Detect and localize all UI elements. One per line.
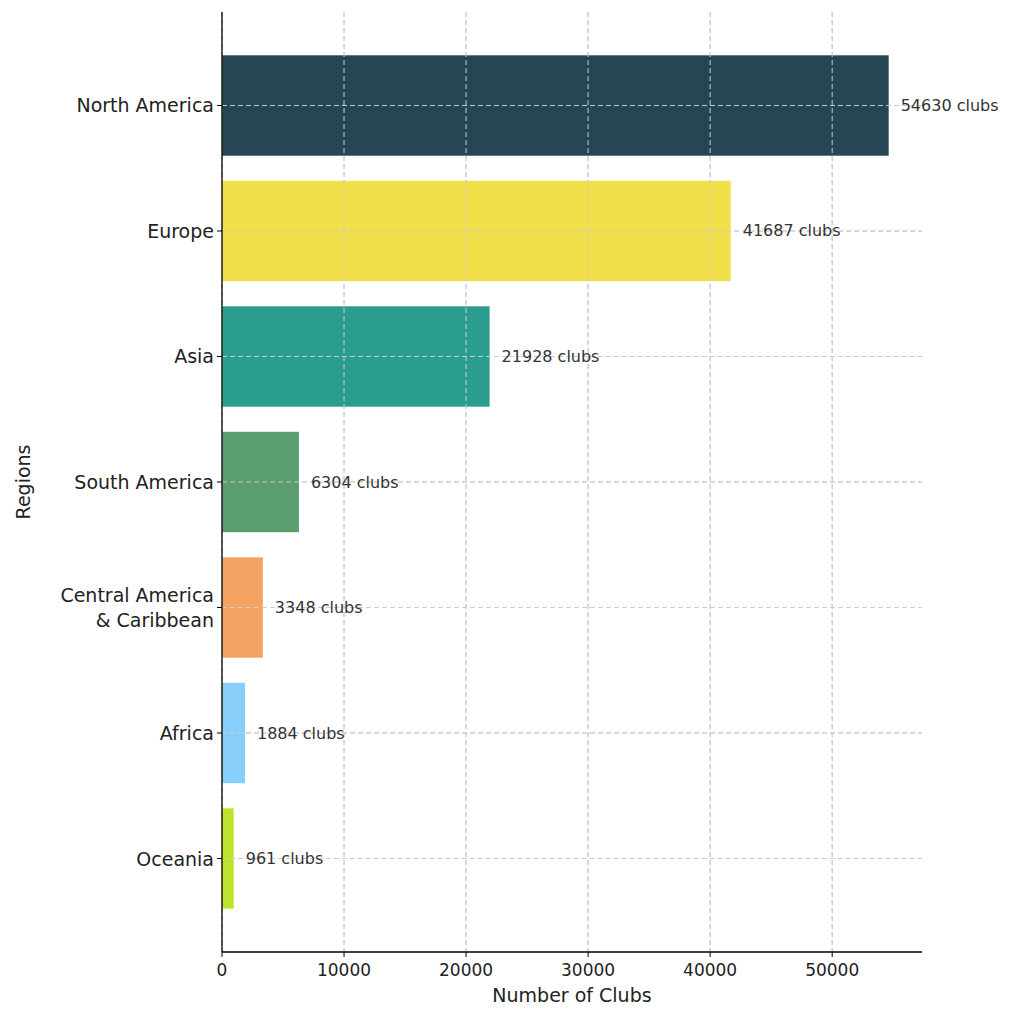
- x-tick-label: 10000: [317, 960, 371, 980]
- y-tick: [217, 607, 222, 608]
- y-tick: [217, 858, 222, 859]
- y-tick-label: Asia: [174, 345, 214, 367]
- category-grid-line: [222, 858, 922, 859]
- x-tick: [222, 952, 223, 957]
- data-label: 3348 clubs: [275, 598, 363, 617]
- x-tick-label: 20000: [439, 960, 493, 980]
- x-axis-line: [222, 951, 922, 952]
- y-tick: [217, 105, 222, 106]
- grid-overlay-line: [222, 105, 922, 106]
- data-labels: 54630 clubs 41687 clubs 21928 clubs 6304 cl…: [246, 96, 999, 868]
- x-axis-title: Number of Clubs: [492, 984, 651, 1006]
- y-tick: [217, 482, 222, 483]
- y-tick-label: North America: [76, 94, 214, 116]
- grid-overlay-line: [588, 12, 589, 952]
- x-tick: [710, 952, 711, 957]
- grid-overlay-line: [222, 858, 922, 859]
- x-tick: [588, 952, 589, 957]
- data-label: 6304 clubs: [311, 473, 399, 492]
- y-tick-label: Africa: [160, 722, 214, 744]
- y-tick-label: Europe: [147, 220, 214, 242]
- chart: 54630 clubs 41687 clubs 21928 clubs 6304 cl…: [0, 0, 1024, 1021]
- axes: 0 10000 20000 30000 40000 50000 North America E…: [60, 12, 922, 980]
- data-label: 961 clubs: [246, 849, 324, 868]
- data-label: 21928 clubs: [502, 347, 600, 366]
- data-label: 41687 clubs: [743, 221, 841, 240]
- x-tick: [466, 952, 467, 957]
- grid-overlay: [222, 12, 922, 952]
- y-axis-title: Regions: [12, 445, 34, 520]
- y-tick-label: Central America& Caribbean: [60, 584, 214, 631]
- grid: [222, 12, 922, 952]
- bars: [222, 55, 889, 908]
- y-tick-label: South America: [74, 471, 214, 493]
- x-tick-label: 40000: [683, 960, 737, 980]
- y-tick: [217, 733, 222, 734]
- x-tick: [344, 952, 345, 957]
- x-tick: [832, 952, 833, 957]
- x-tick-label: 0: [217, 960, 228, 980]
- y-tick: [217, 356, 222, 357]
- x-tick-label: 30000: [561, 960, 615, 980]
- x-tick-label: 50000: [805, 960, 859, 980]
- y-tick-label: Oceania: [136, 848, 214, 870]
- y-tick: [217, 230, 222, 231]
- data-label: 1884 clubs: [257, 724, 345, 743]
- data-label: 54630 clubs: [901, 96, 999, 115]
